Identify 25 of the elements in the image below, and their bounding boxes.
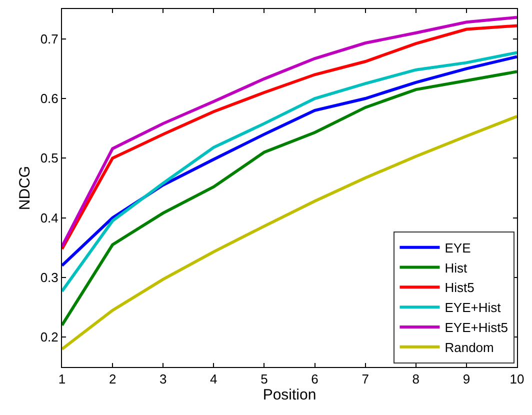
x-tick-label: 8 [412, 372, 420, 387]
y-tick-label: 0.3 [40, 270, 58, 286]
x-tick-label: 6 [311, 372, 318, 387]
x-tick-label: 2 [108, 372, 116, 387]
legend-label: EYE+Hist [444, 300, 502, 316]
x-tick-label: 1 [58, 372, 66, 387]
legend-label: Hist [444, 260, 468, 276]
x-tick-label: 3 [159, 372, 167, 387]
y-tick-label: 0.7 [40, 31, 58, 46]
x-tick-label: 5 [260, 372, 268, 387]
y-tick-label: 0.6 [40, 91, 58, 106]
x-tick-label: 4 [210, 372, 218, 387]
x-tick-label: 9 [462, 372, 470, 387]
y-tick-label: 0.2 [40, 330, 58, 345]
y-axis-title: NDCG [16, 166, 34, 210]
x-tick-label: 7 [362, 372, 369, 387]
x-axis-title: Position [262, 386, 316, 404]
legend-label: Hist5 [444, 280, 474, 296]
x-tick-label: 10 [510, 372, 524, 387]
y-tick-label: 0.4 [40, 210, 58, 226]
legend-label: EYE+Hist5 [444, 320, 508, 336]
y-tick-label: 0.5 [40, 150, 58, 166]
legend-label: Random [444, 340, 494, 355]
line-series [62, 114, 517, 351]
legend-label: EYE [444, 240, 472, 256]
